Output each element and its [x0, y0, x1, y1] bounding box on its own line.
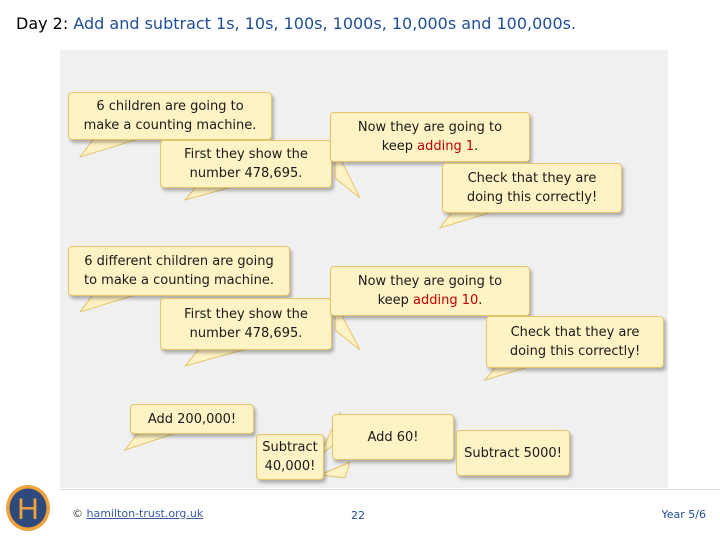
speech-bubble-4: Check that they are doing this correctly…	[442, 163, 622, 213]
title-text: Add and subtract 1s, 10s, 100s, 1000s, 1…	[73, 14, 577, 33]
title-prefix: Day 2:	[16, 14, 74, 33]
footer-divider	[60, 489, 720, 490]
logo-letter: H	[17, 493, 39, 526]
page-number: 22	[351, 509, 365, 522]
speech-bubble-12: Subtract 5000!	[456, 430, 570, 476]
page-title: Day 2: Add and subtract 1s, 10s, 100s, 1…	[16, 14, 576, 33]
speech-bubble-2: First they show the number 478,695.	[160, 140, 332, 188]
speech-bubble-7: Now they are going to keep adding 10.	[330, 266, 530, 316]
speech-bubble-1: 6 children are going to make a counting …	[68, 92, 272, 140]
speech-bubble-10: Subtract 40,000!	[256, 434, 324, 480]
copyright-symbol: ©	[72, 507, 87, 520]
speech-bubble-8: Check that they are doing this correctly…	[486, 316, 664, 368]
website-link[interactable]: hamilton-trust.org.uk	[86, 507, 204, 520]
speech-bubble-6: First they show the number 478,695.	[160, 298, 332, 350]
hamilton-logo-icon: H	[6, 485, 50, 531]
speech-bubble-9: Add 200,000!	[130, 404, 254, 434]
year-label: Year 5/6	[661, 508, 707, 521]
copyright: © hamilton-trust.org.uk	[72, 507, 203, 520]
speech-bubble-3: Now they are going to keep adding 1.	[330, 112, 530, 162]
speech-bubble-5: 6 different children are going to make a…	[68, 246, 290, 296]
speech-bubble-11: Add 60!	[332, 414, 454, 460]
